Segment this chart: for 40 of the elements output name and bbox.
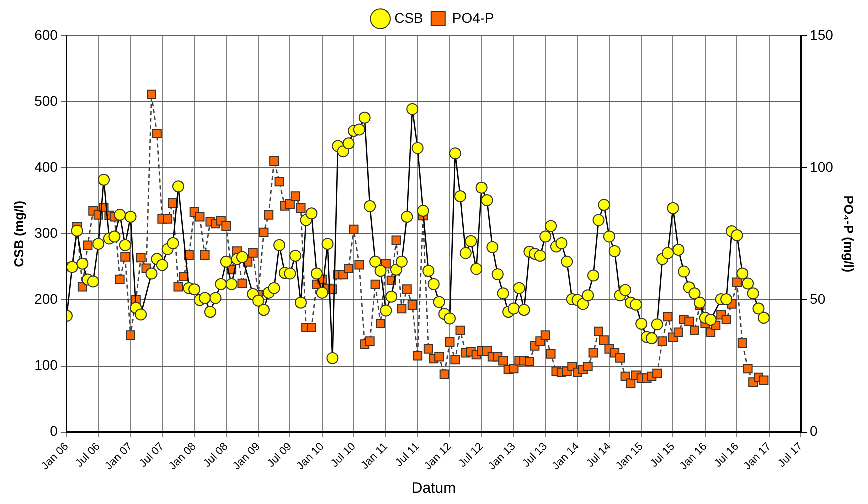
y-tick-label: 600 [34, 26, 58, 43]
y-axis-title: CSB (mg/l) [11, 200, 26, 268]
y2-tick-label: 0 [810, 423, 818, 440]
x-tick-label: Jan 09 [230, 440, 263, 473]
y-tick-label: 500 [34, 92, 58, 109]
y2-axis-title: PO₄-P (mg/l) [842, 196, 857, 273]
x-tick-label: Jul 13 [520, 440, 550, 470]
x-tick-label: Jul 08 [201, 440, 231, 470]
y-tick-label: 200 [34, 291, 58, 308]
legend-label: CSB [394, 10, 424, 26]
x-tick-label: Jul 10 [329, 440, 358, 470]
y-tick-label: 300 [34, 225, 58, 242]
x-tick-label: Jul 14 [584, 440, 614, 470]
x-tick-label: Jan 11 [359, 440, 390, 472]
x-tick-label: Jan 13 [486, 440, 518, 473]
x-tick-label: Jan 06 [39, 440, 72, 473]
x-axis-title: Datum [412, 480, 456, 498]
x-tick-label: Jan 07 [103, 440, 136, 473]
y2-tick-label: 50 [810, 291, 826, 308]
legend-label: PO4-P [452, 10, 494, 26]
x-tick-label: Jul 06 [74, 440, 103, 470]
y2-tick-label: 150 [810, 26, 834, 43]
x-tick-label: Jul 09 [265, 440, 294, 470]
x-tick-label: Jul 07 [137, 440, 167, 470]
x-tick-label: Jul 15 [648, 440, 678, 470]
x-tick-label: Jan 12 [422, 440, 454, 473]
y-tick-label: 100 [34, 357, 58, 374]
x-tick-label: Jan 10 [294, 440, 327, 473]
x-tick-label: Jul 16 [712, 440, 742, 470]
x-tick-label: Jan 17 [742, 440, 774, 473]
x-tick-label: Jan 14 [550, 440, 582, 473]
x-tick-label: Jul 12 [456, 440, 486, 470]
y-tick-label: 400 [34, 158, 58, 175]
x-tick-label: Jan 15 [614, 440, 646, 473]
x-tick-label: Jul 11 [393, 440, 422, 470]
y2-tick-label: 100 [810, 158, 834, 175]
y-tick-label: 0 [50, 423, 58, 440]
x-tick-label: Jan 08 [167, 440, 199, 473]
x-tick-label: Jan 16 [678, 440, 710, 473]
x-tick-label: Jul 17 [776, 440, 806, 470]
